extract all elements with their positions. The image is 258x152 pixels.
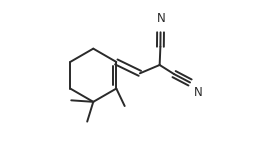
Text: N: N	[157, 12, 165, 25]
Text: N: N	[194, 86, 203, 99]
